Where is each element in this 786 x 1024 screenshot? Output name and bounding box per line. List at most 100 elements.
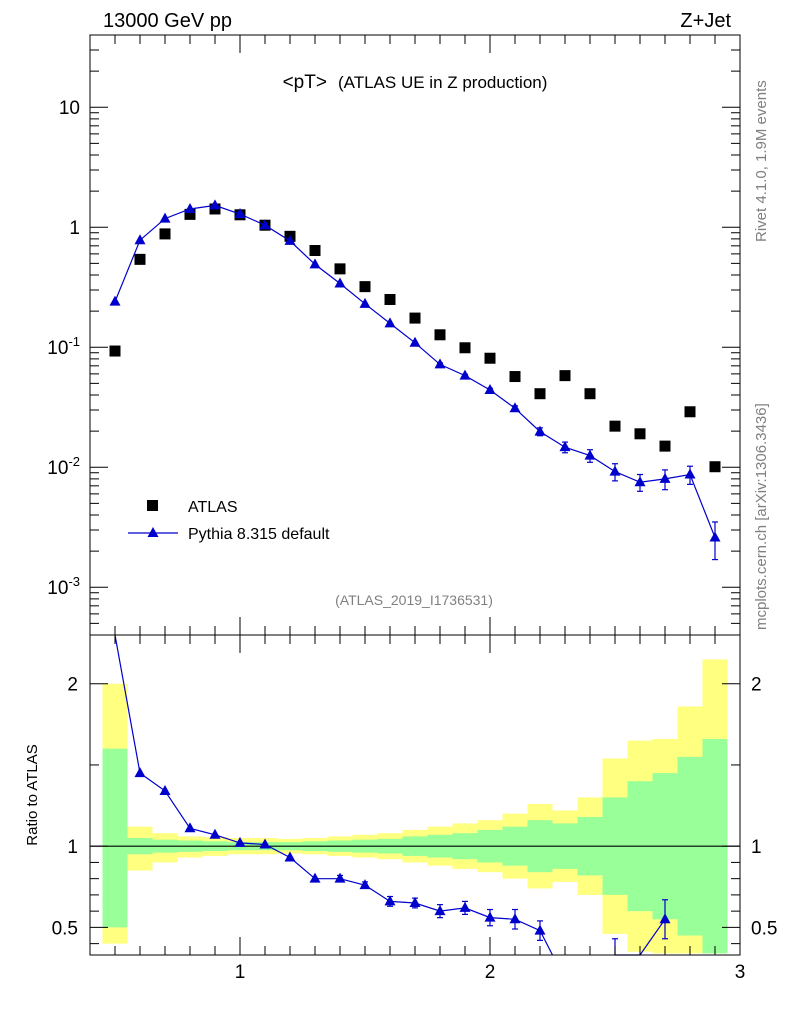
- legend-pythia-marker: [147, 527, 159, 537]
- atlas-point: [109, 345, 121, 357]
- pythia-point: [534, 425, 546, 436]
- ratio-pythia-point: [134, 767, 146, 778]
- tick-base: 10: [59, 98, 80, 119]
- pythia-point: [284, 234, 296, 245]
- ratio-x-tick-labels: 1 2 3: [235, 962, 746, 983]
- main-plot-title: <pT> (ATLAS UE in Z production): [283, 72, 548, 93]
- legend-atlas-marker: [147, 500, 158, 511]
- pythia-point: [134, 234, 146, 245]
- main-axis-ticks: [89, 34, 741, 636]
- ratio-y-tick-labels: 0.5 0.5 1 1 2 2: [52, 675, 778, 940]
- analysis-label: (ATLAS_2019_I1736531): [335, 592, 493, 608]
- ratio-y-tick-label-right: 2: [751, 675, 762, 696]
- ratio-pythia-point: [659, 913, 671, 924]
- pythia-point: [209, 199, 221, 210]
- atlas-point: [509, 371, 521, 383]
- process-label: Z+Jet: [680, 10, 731, 32]
- main-y-tick-label: 10-2: [47, 454, 80, 479]
- legend: ATLAS Pythia 8.315 default: [128, 499, 330, 543]
- ratio-pythia-point: [234, 836, 246, 847]
- main-plot-frame: [89, 34, 741, 636]
- tick-base: 10: [47, 338, 68, 359]
- main-y-tick-label: 10: [59, 98, 80, 119]
- main-data-marks: [109, 199, 721, 561]
- ratio-y-tick-label-right: 0.5: [751, 918, 777, 939]
- ratio-pythia-point: [509, 913, 521, 924]
- rivet-version-label: Rivet 4.1.0, 1.9M events: [753, 80, 770, 242]
- ratio-pythia-point: [434, 905, 446, 916]
- ratio-x-tick-label: 3: [735, 962, 746, 983]
- pythia-point: [234, 207, 246, 218]
- ratio-axis-ticks: [89, 635, 741, 955]
- atlas-point: [184, 208, 196, 220]
- pythia-point: [184, 202, 196, 213]
- tick-base: 10: [47, 458, 68, 479]
- pythia-point: [359, 297, 371, 308]
- atlas-point: [134, 253, 146, 265]
- pythia-line: [114, 204, 716, 538]
- atlas-point: [634, 428, 646, 440]
- atlas-point: [434, 329, 446, 341]
- pythia-point: [659, 472, 671, 483]
- pythia-point: [409, 336, 421, 347]
- pythia-point: [559, 441, 571, 452]
- ratio-x-tick-label: 1: [235, 962, 246, 983]
- ratio-uncertainty-bands: [102, 659, 728, 954]
- main-y-tick-label: 10-1: [47, 334, 80, 359]
- main-y-tick-label: 10-3: [47, 574, 80, 599]
- plot-title-sub: (ATLAS UE in Z production): [338, 73, 547, 92]
- ratio-pythia-point: [459, 901, 471, 912]
- plot-title-main: <pT>: [283, 72, 327, 93]
- atlas-point: [684, 406, 696, 418]
- atlas-point: [459, 342, 471, 354]
- ratio-y-tick-label: 0.5: [52, 918, 78, 939]
- legend-pythia-label: Pythia 8.315 default: [188, 526, 330, 543]
- ratio-pythia-point: [184, 822, 196, 833]
- pythia-point: [609, 465, 621, 476]
- pythia-point: [434, 358, 446, 369]
- atlas-point: [359, 281, 371, 293]
- ratio-pythia-point: [159, 784, 171, 795]
- ratio-y-axis-label: Ratio to ATLAS: [24, 744, 41, 845]
- tick-base: 10: [47, 578, 68, 599]
- atlas-point: [609, 420, 621, 432]
- ratio-y-tick-label: 2: [67, 675, 78, 696]
- atlas-point: [584, 388, 596, 400]
- ratio-pythia-point: [309, 872, 321, 883]
- ratio-panel: 0.5 0.5 1 1 2 2 1 2 3 Ratio to ATLAS: [24, 634, 778, 983]
- pythia-point: [684, 468, 696, 479]
- pythia-point: [159, 212, 171, 223]
- ratio-pythia-point: [334, 872, 346, 883]
- atlas-point: [709, 461, 721, 473]
- atlas-point: [534, 388, 546, 400]
- pythia-point: [709, 531, 721, 542]
- atlas-point: [384, 293, 396, 305]
- ratio-pythia-point: [484, 911, 496, 922]
- pythia-point: [584, 449, 596, 460]
- pythia-point: [334, 277, 346, 288]
- ratio-y-tick-label: 1: [67, 837, 78, 858]
- pythia-point: [459, 369, 471, 380]
- tick-base: 1: [69, 218, 80, 239]
- stat-band: [102, 748, 128, 928]
- ratio-pythia-point: [534, 924, 546, 935]
- legend-atlas-label: ATLAS: [188, 499, 238, 516]
- pythia-point: [309, 258, 321, 269]
- pythia-point: [384, 317, 396, 328]
- ratio-pythia-point: [359, 879, 371, 890]
- energy-label: 13000 GeV pp: [103, 10, 232, 32]
- ratio-pythia-line: [114, 634, 666, 956]
- atlas-point: [559, 370, 571, 382]
- pythia-point: [109, 295, 121, 306]
- main-y-tick-label: 1: [69, 218, 80, 239]
- ratio-pythia-point: [259, 838, 271, 849]
- atlas-point: [409, 312, 421, 324]
- ratio-y-tick-label-right: 1: [751, 837, 762, 858]
- tick-exponent: -1: [68, 334, 80, 349]
- atlas-point: [334, 263, 346, 275]
- ratio-pythia-point: [209, 828, 221, 839]
- ratio-pythia-point: [409, 897, 421, 908]
